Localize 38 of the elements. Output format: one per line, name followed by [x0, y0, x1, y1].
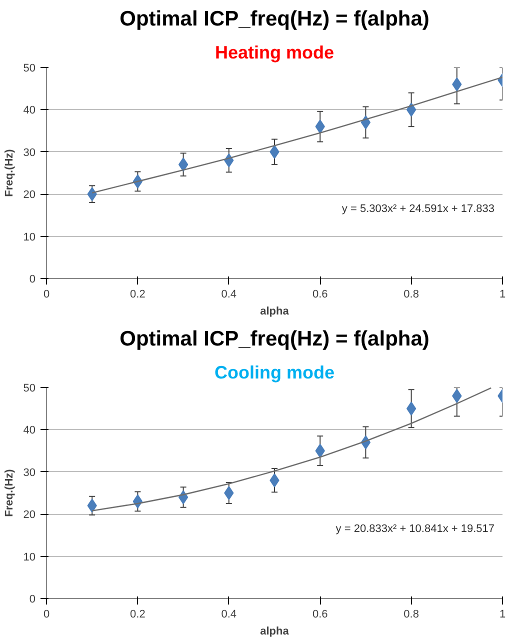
- x-tick-label: 1: [499, 608, 506, 620]
- y-tick-label: 40: [23, 104, 36, 117]
- x-tick-label: 1: [499, 288, 506, 300]
- x-tick-label: 0: [43, 608, 50, 620]
- annotation: y = 5.303x² + 24.591x + 17.833: [342, 203, 495, 216]
- y-tick-label: 0: [29, 594, 36, 606]
- y-tick-label: 10: [23, 231, 36, 244]
- chart-title: Optimal ICP_freq(Hz) = f(alpha): [120, 8, 430, 30]
- y-tick-label: 50: [23, 382, 36, 394]
- x-tick-label: 0.4: [221, 288, 237, 300]
- point: [406, 402, 416, 416]
- point: [406, 102, 416, 117]
- y-tick-label: 30: [23, 466, 36, 479]
- x-tick-label: 0.4: [221, 608, 237, 620]
- point: [178, 158, 188, 172]
- y-axis-title: Freq.(Hz): [3, 148, 16, 197]
- chart-subtitle: Heating mode: [214, 42, 334, 62]
- y-tick-label: 20: [23, 189, 36, 202]
- x-tick-label: 0.8: [404, 608, 419, 620]
- y-axis-title: Freq.(Hz): [3, 468, 16, 517]
- y-tick-label: 40: [23, 424, 36, 437]
- y-tick-label: 10: [23, 551, 36, 564]
- y-tick-label: 50: [23, 62, 36, 74]
- y-tick-label: 20: [23, 509, 36, 522]
- x-tick-label: 0.2: [130, 608, 146, 620]
- chart-title: Optimal ICP_freq(Hz) = f(alpha): [120, 328, 430, 350]
- x-tick-label: 0: [43, 288, 50, 300]
- x-tick-label: 0.2: [130, 288, 146, 300]
- y-tick-label: 0: [29, 274, 36, 286]
- x-tick-label: 0.8: [404, 288, 419, 300]
- x-axis-title: alpha: [260, 306, 290, 318]
- y-tick-label: 30: [23, 146, 36, 159]
- chart-subtitle: Cooling mode: [214, 362, 335, 382]
- annotation: y = 20.833x² + 10.841x + 19.517: [336, 523, 495, 536]
- point: [224, 486, 234, 500]
- x-tick-label: 0.6: [312, 288, 328, 300]
- x-axis-title: alpha: [260, 626, 290, 638]
- x-tick-label: 0.6: [312, 608, 328, 620]
